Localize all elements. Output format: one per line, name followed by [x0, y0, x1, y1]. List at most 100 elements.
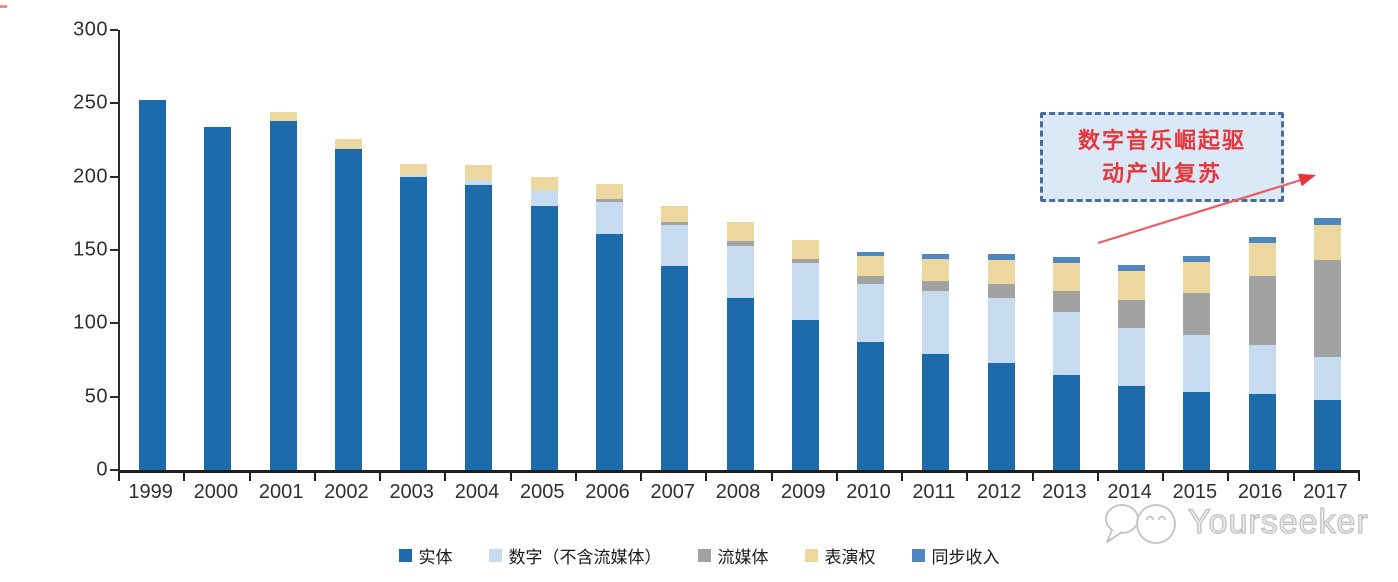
- stacked-bar-2004: [465, 164, 493, 470]
- x-tick-label-2000: 2000: [193, 481, 239, 503]
- bar-segment-2006-series-2: [595, 198, 623, 202]
- stacked-bar-2017: [1313, 217, 1341, 470]
- bar-segment-2013-series-1: [1052, 311, 1080, 375]
- y-tick-label-250: 250: [73, 91, 108, 114]
- x-tick-label-2017: 2017: [1303, 481, 1348, 503]
- x-tick-label-2007: 2007: [650, 481, 696, 503]
- legend-marker-icon: [488, 549, 502, 562]
- bar-segment-2012-series-2: [987, 283, 1015, 299]
- bar-segment-2015-series-4: [1183, 255, 1211, 262]
- bar-segment-2004-series-3: [465, 164, 493, 180]
- y-tick-label-100: 100: [73, 311, 108, 334]
- x-tick-mark: [1162, 473, 1165, 481]
- bar-segment-2014-series-1: [1118, 327, 1146, 387]
- legend-marker-icon: [911, 549, 925, 562]
- bar-segment-2007-series-0: [661, 266, 689, 470]
- bar-column-1999: [120, 30, 185, 470]
- bar-column-2006: [577, 30, 642, 470]
- stacked-bar-2010: [857, 251, 885, 470]
- legend-marker-icon: [804, 549, 818, 562]
- bar-segment-2007-series-1: [661, 225, 689, 267]
- bar-column-2015: [1164, 30, 1229, 470]
- bar-column-2009: [773, 30, 838, 470]
- bar-segment-2013-series-0: [1052, 374, 1080, 470]
- bar-segment-2003-series-1: [400, 175, 428, 177]
- x-tick-label-2009: 2009: [781, 481, 826, 503]
- bar-column-2014: [1099, 30, 1164, 470]
- x-tick-label-2005: 2005: [519, 481, 565, 503]
- bar-segment-2002-series-3: [334, 138, 362, 149]
- x-tick-mark: [770, 473, 773, 481]
- x-tick-mark: [313, 473, 316, 481]
- x-tick-mark: [444, 473, 447, 481]
- legend-marker-icon: [697, 549, 711, 562]
- bar-column-2004: [446, 30, 511, 470]
- bar-segment-2005-series-0: [530, 206, 558, 470]
- x-tick-label-1999: 1999: [128, 481, 173, 503]
- bar-segment-2006-series-0: [595, 233, 623, 470]
- bar-segment-2003-series-0: [400, 176, 428, 470]
- bar-segment-2011-series-2: [922, 280, 950, 292]
- x-tick-mark: [1358, 473, 1360, 481]
- x-tick-mark: [183, 473, 186, 481]
- bar-segment-2016-series-3: [1248, 242, 1276, 277]
- x-tick-label-2013: 2013: [1042, 481, 1087, 503]
- x-tick-mark: [1031, 473, 1034, 481]
- y-tick-label-150: 150: [73, 238, 108, 261]
- x-tick-mark: [901, 473, 904, 481]
- stacked-bar-2008: [726, 222, 754, 470]
- y-tick-label-200: 200: [73, 165, 108, 188]
- x-tick-mark: [1096, 473, 1099, 481]
- x-tick-label-2004: 2004: [454, 481, 500, 503]
- x-tick-label-2015: 2015: [1172, 481, 1218, 503]
- bar-column-2000: [185, 30, 250, 470]
- bar-segment-2015-series-3: [1183, 261, 1211, 293]
- bar-segment-2010-series-2: [857, 276, 885, 284]
- bar-segment-2014-series-0: [1118, 386, 1146, 470]
- y-tick-label-50: 50: [84, 385, 108, 408]
- bar-segment-2006-series-1: [595, 201, 623, 234]
- x-tick-mark: [118, 473, 120, 481]
- bar-segment-2005-series-1: [530, 189, 558, 206]
- plot-area: [118, 30, 1360, 473]
- bar-segment-2011-series-4: [922, 254, 950, 259]
- bar-segment-2010-series-0: [857, 342, 885, 470]
- bar-segment-2017-series-3: [1313, 225, 1341, 261]
- x-tick-label-2010: 2010: [846, 481, 891, 503]
- bar-segment-2010-series-3: [857, 255, 885, 277]
- stacked-bar-2000: [204, 126, 232, 470]
- x-tick-mark: [640, 473, 643, 481]
- y-tick-mark: [110, 175, 118, 178]
- bar-segment-2017-series-0: [1313, 399, 1341, 470]
- y-tick-label-300: 300: [73, 18, 108, 41]
- bar-segment-2012-series-0: [987, 362, 1015, 470]
- legend-label: 数字（不含流媒体）: [508, 548, 662, 567]
- bar-segment-2009-series-0: [791, 320, 819, 470]
- x-tick-label-2001: 2001: [258, 481, 304, 503]
- stacked-bar-1999: [139, 100, 167, 470]
- x-tick-mark: [966, 473, 969, 481]
- bar-segment-2017-series-4: [1313, 217, 1341, 226]
- bar-segment-2002-series-0: [334, 148, 362, 470]
- y-tick-label-0: 0: [96, 458, 108, 481]
- x-tick-label-2016: 2016: [1237, 481, 1283, 503]
- bar-segment-2012-series-1: [987, 298, 1015, 363]
- x-tick-mark: [509, 473, 512, 481]
- stacked-bar-2002: [334, 138, 362, 470]
- bar-segment-2015-series-0: [1183, 392, 1211, 470]
- bar-segment-2015-series-2: [1183, 292, 1211, 336]
- stacked-bar-2006: [595, 184, 623, 470]
- bar-column-2017: [1295, 30, 1360, 470]
- bar-column-2002: [316, 30, 381, 470]
- bar-segment-2011-series-0: [922, 354, 950, 470]
- legend-label: 同步收入: [931, 548, 1000, 567]
- red-edge-artifact: [0, 5, 7, 8]
- x-tick-label-2014: 2014: [1107, 481, 1152, 503]
- stacked-bar-2016: [1248, 236, 1276, 470]
- annotation-line-1: 数字音乐崛起驱: [1077, 128, 1246, 153]
- y-tick-mark: [110, 469, 118, 471]
- bar-segment-2007-series-2: [661, 222, 689, 226]
- bar-segment-1999-series-0: [139, 100, 167, 470]
- x-tick-label-2008: 2008: [715, 481, 761, 503]
- x-tick-label-2006: 2006: [585, 481, 630, 503]
